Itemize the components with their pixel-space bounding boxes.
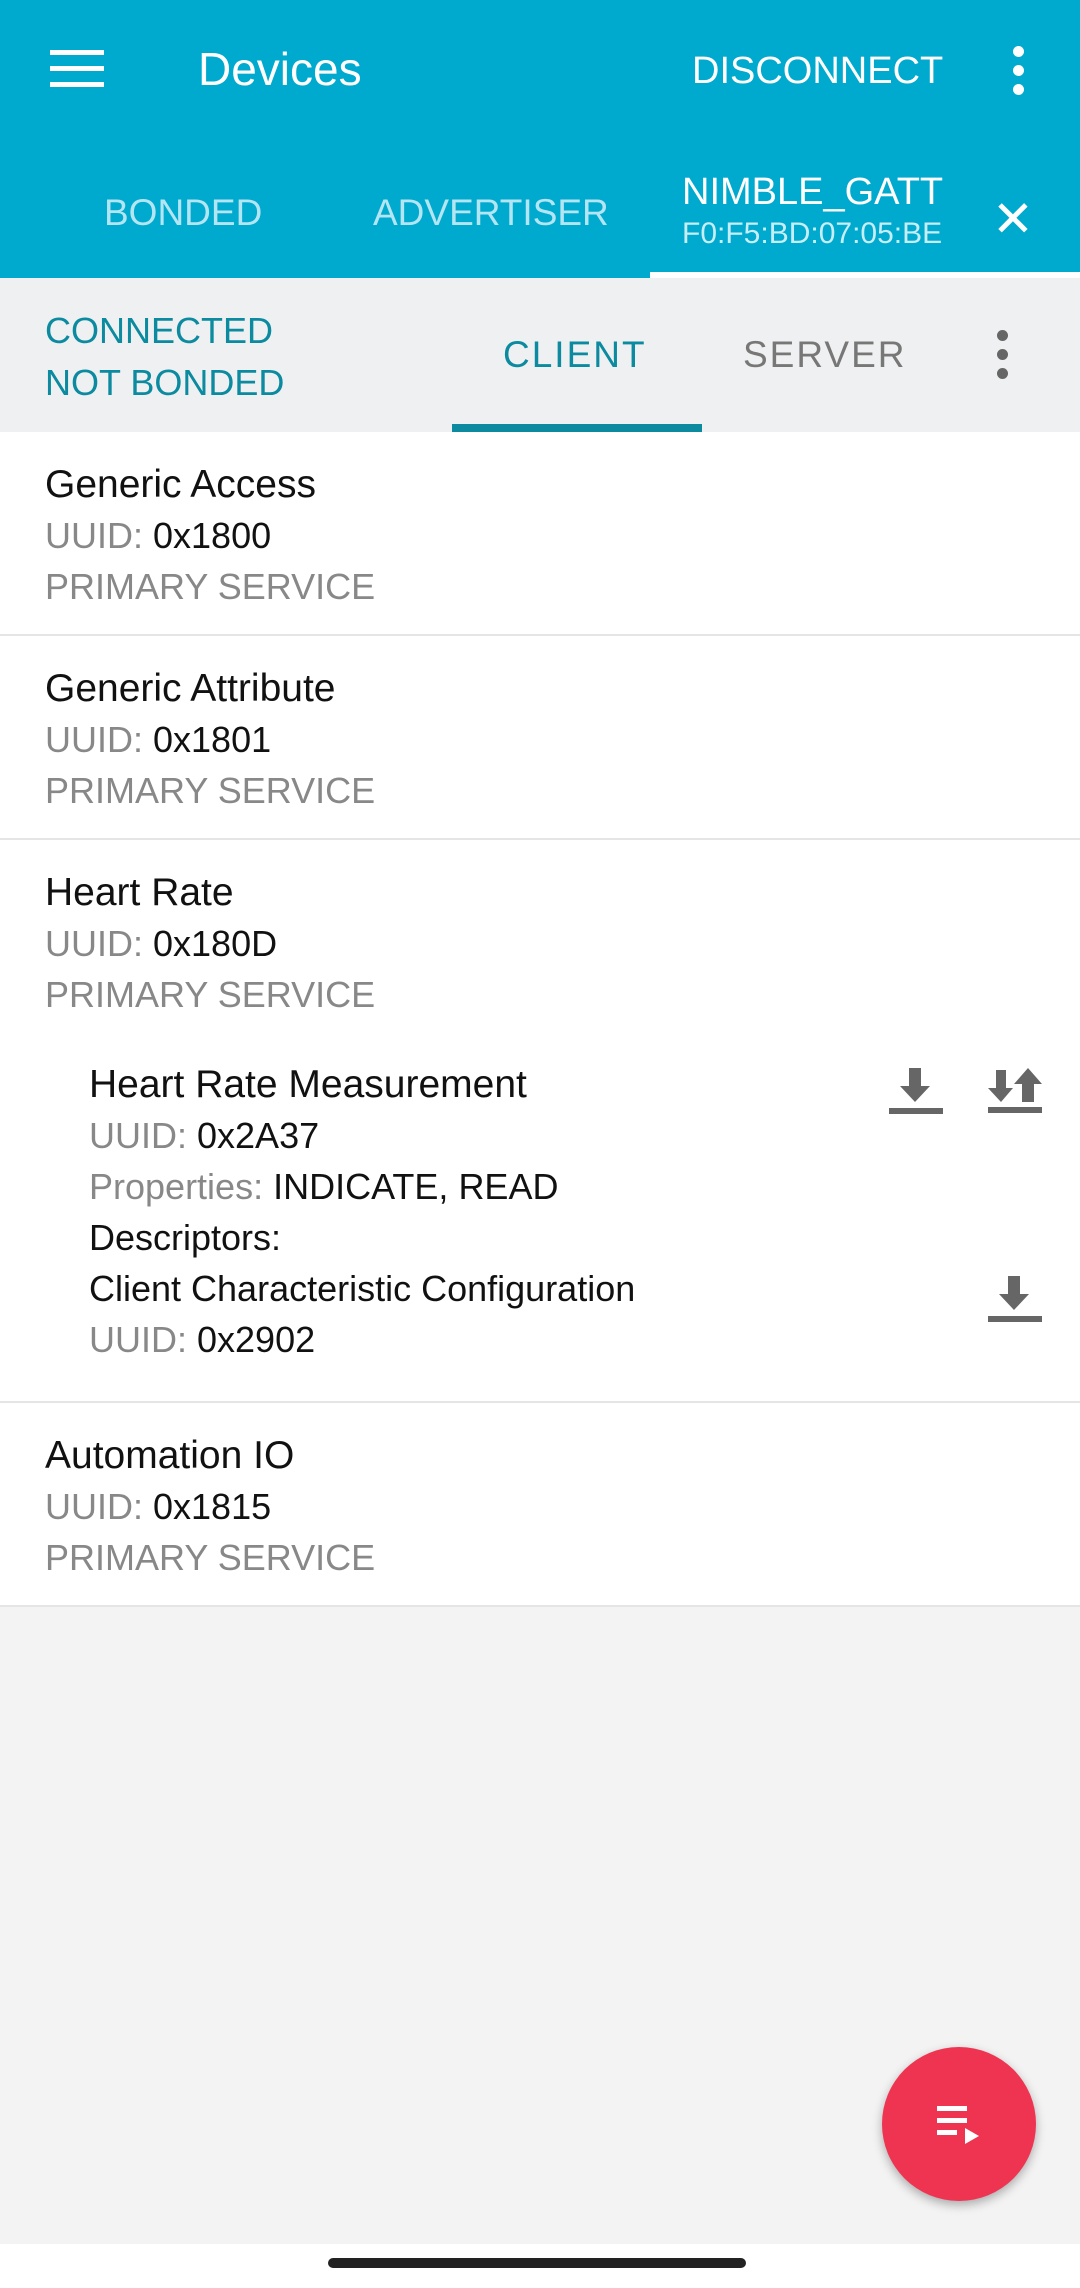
uuid-label: UUID: [45,923,143,964]
service-name: Generic Attribute [45,667,336,710]
log-fab-button[interactable] [882,2047,1036,2201]
service-type: PRIMARY SERVICE [45,1537,376,1578]
service-name: Generic Access [45,463,316,506]
tab-server[interactable]: SERVER [743,334,907,375]
service-type: PRIMARY SERVICE [45,770,376,811]
list-item[interactable]: Heart Rate UUID: 0x180D PRIMARY SERVICE … [0,840,1080,1403]
characteristic-name: Heart Rate Measurement [89,1063,527,1106]
list-item[interactable]: Generic Access UUID: 0x1800 PRIMARY SERV… [0,432,1080,636]
read-descriptor-icon[interactable] [986,1276,1044,1326]
characteristic-item[interactable]: Heart Rate Measurement UUID: 0x2A37 Prop… [45,1020,1080,1379]
tab-indicator [452,424,702,432]
list-item[interactable]: Generic Attribute UUID: 0x1801 PRIMARY S… [0,636,1080,840]
uuid-value: 0x180D [153,923,278,964]
more-options-icon[interactable] [1013,46,1025,103]
menu-icon[interactable] [50,50,104,90]
tab-client[interactable]: CLIENT [503,334,647,375]
uuid-value: 0x1800 [153,515,272,556]
descriptor-name: Client Characteristic Configuration [89,1268,636,1309]
descriptors-label: Descriptors: [89,1217,282,1258]
disconnect-button[interactable]: DISCONNECT [692,50,944,92]
properties-value: INDICATE, READ [273,1166,559,1207]
device-name: NIMBLE_GATT [682,171,944,213]
uuid-value: 0x1801 [153,719,272,760]
service-list: Generic Access UUID: 0x1800 PRIMARY SERV… [0,432,1080,1607]
tab-advertiser[interactable]: ADVERTISER [373,192,609,233]
uuid-label: UUID: [45,719,143,760]
home-handle[interactable] [328,2258,746,2268]
service-name: Heart Rate [45,871,234,914]
uuid-value: 0x2A37 [197,1115,320,1156]
page-title: Devices [198,43,362,95]
indicate-icon[interactable] [986,1068,1044,1118]
more-options-icon[interactable] [997,330,1009,387]
navigation-bar [0,2244,1080,2288]
uuid-value: 0x1815 [153,1486,272,1527]
service-type: PRIMARY SERVICE [45,566,376,607]
list-item[interactable]: Automation IO UUID: 0x1815 PRIMARY SERVI… [0,1403,1080,1607]
tab-indicator [650,272,1080,278]
service-type: PRIMARY SERVICE [45,974,376,1015]
tab-bonded[interactable]: BONDED [104,192,263,233]
read-icon[interactable] [887,1068,945,1118]
playlist-play-icon [937,2106,979,2144]
uuid-value: 0x2902 [197,1319,316,1360]
uuid-label: UUID: [45,1486,143,1527]
connection-status: CONNECTED [45,310,274,351]
close-icon[interactable]: ✕ [992,191,1034,247]
service-name: Automation IO [45,1434,295,1477]
properties-label: Properties: [89,1166,264,1207]
bond-status: NOT BONDED [45,362,285,403]
uuid-label: UUID: [45,515,143,556]
uuid-label: UUID: [89,1319,187,1360]
connection-header: CONNECTED NOT BONDED CLIENT SERVER [0,278,1080,432]
device-address: F0:F5:BD:07:05:BE [682,217,943,250]
uuid-label: UUID: [89,1115,187,1156]
app-bar: Devices DISCONNECT BONDED ADVERTISER NIM… [0,0,1080,278]
tab-device[interactable]: NIMBLE_GATT F0:F5:BD:07:05:BE ✕ [650,168,1080,278]
